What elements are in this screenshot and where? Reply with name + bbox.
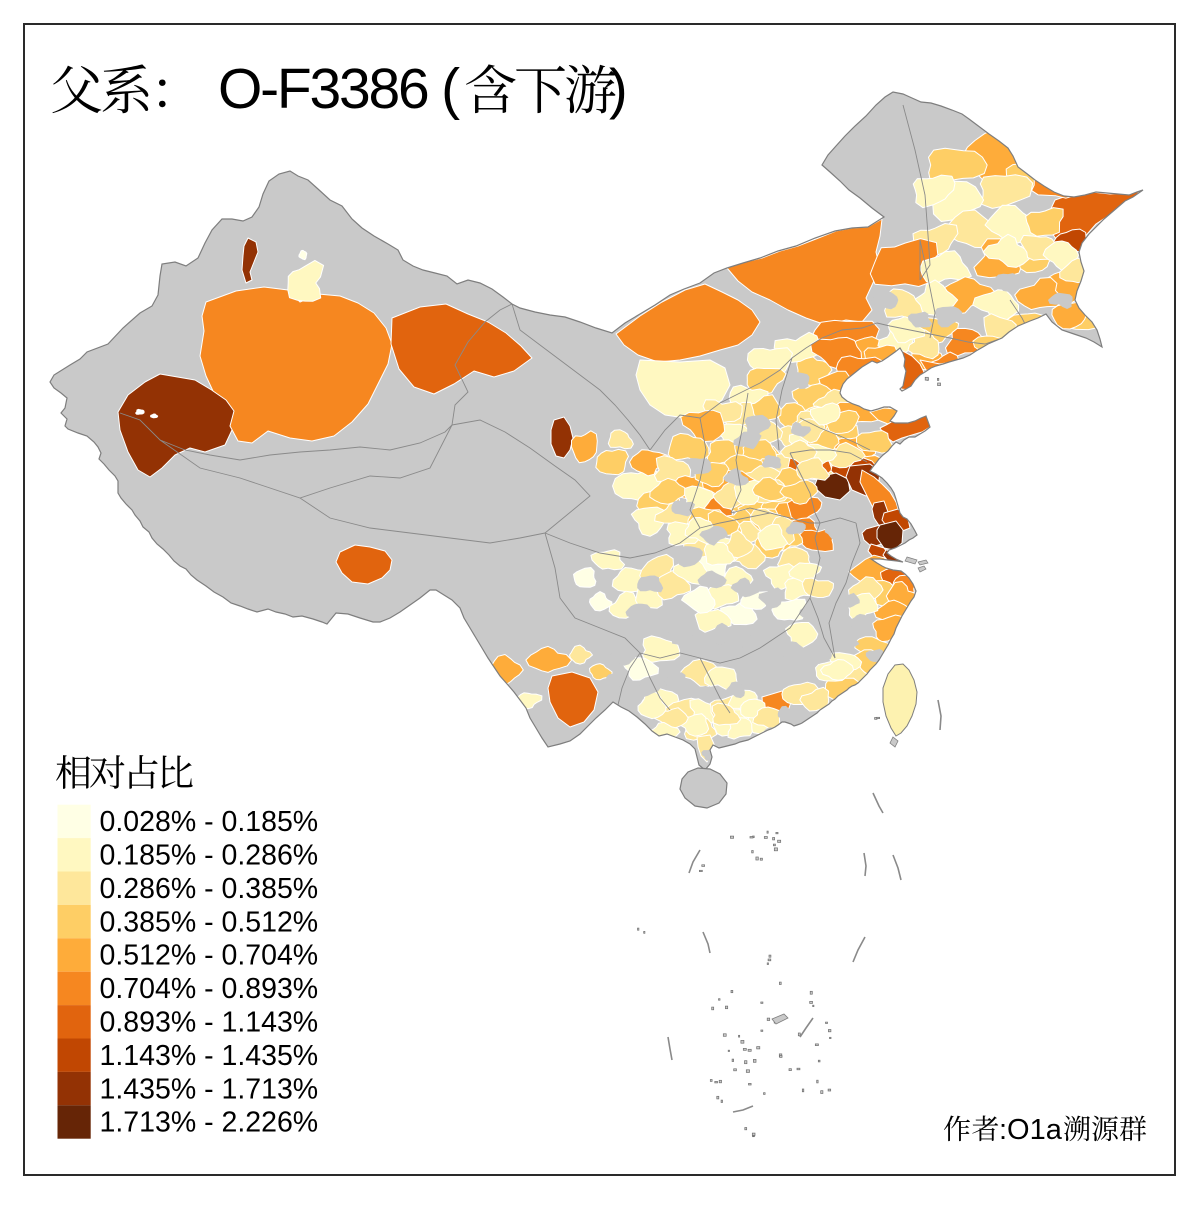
svg-text:0.286% - 0.385%: 0.286% - 0.385%	[100, 873, 319, 905]
svg-text:0.893% - 1.143%: 0.893% - 1.143%	[100, 1007, 319, 1039]
svg-text:O-F3386 (: O-F3386 (	[218, 57, 460, 121]
svg-text:1.435% - 1.713%: 1.435% - 1.713%	[100, 1073, 319, 1105]
svg-text:1.713% - 2.226%: 1.713% - 2.226%	[100, 1107, 319, 1139]
svg-text:0.385% - 0.512%: 0.385% - 0.512%	[100, 906, 319, 938]
svg-text:1.143% - 1.435%: 1.143% - 1.435%	[100, 1040, 319, 1072]
svg-text:0.512% - 0.704%: 0.512% - 0.704%	[100, 940, 319, 972]
svg-text:0.185% - 0.286%: 0.185% - 0.286%	[100, 840, 319, 872]
svg-text:0.028% - 0.185%: 0.028% - 0.185%	[100, 806, 319, 838]
svg-text::O1a: :O1a	[999, 1114, 1063, 1146]
svg-text:): )	[609, 57, 628, 120]
svg-text:0.704% - 0.893%: 0.704% - 0.893%	[100, 973, 319, 1005]
